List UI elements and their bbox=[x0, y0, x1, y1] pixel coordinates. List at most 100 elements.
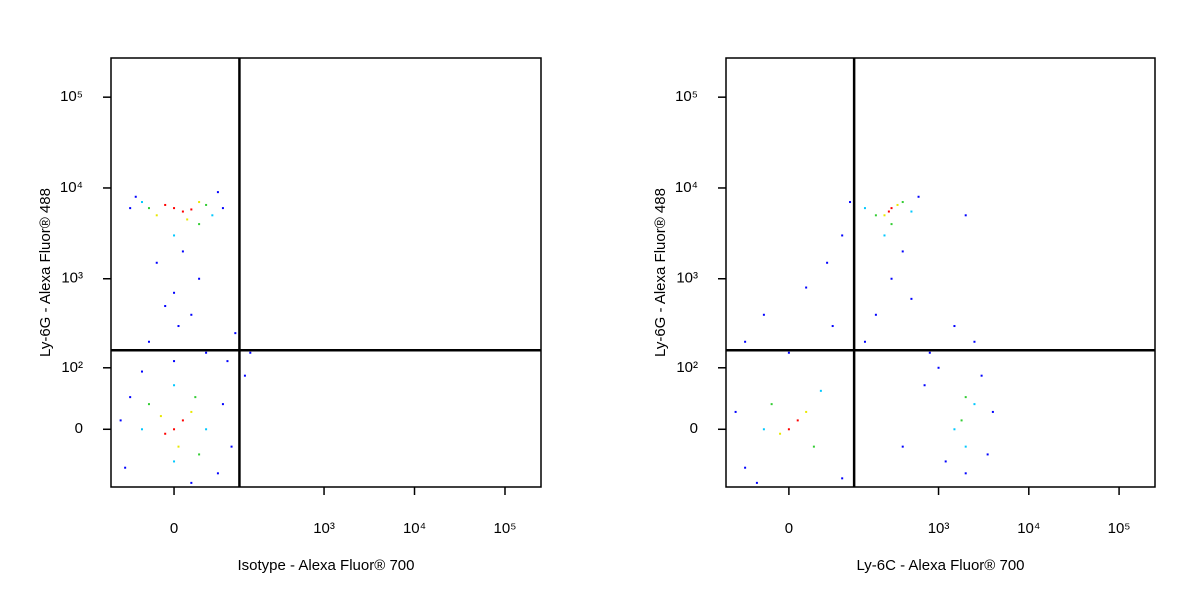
dot bbox=[147, 403, 150, 406]
dot bbox=[863, 207, 866, 210]
dot bbox=[973, 403, 976, 406]
y-tick-label: 10³ bbox=[676, 270, 698, 287]
dot bbox=[980, 374, 983, 377]
y-tick-label: 10⁴ bbox=[60, 179, 83, 196]
dot bbox=[744, 340, 747, 343]
dot bbox=[221, 207, 224, 210]
dot bbox=[779, 432, 782, 435]
dot bbox=[226, 360, 229, 363]
dot bbox=[755, 481, 758, 484]
x-tick-label: 10⁵ bbox=[494, 520, 517, 537]
dot bbox=[181, 419, 184, 422]
dot bbox=[812, 445, 815, 448]
y-tick-label: 10² bbox=[676, 359, 698, 376]
dot bbox=[198, 277, 201, 280]
dot bbox=[119, 419, 122, 422]
dot bbox=[186, 218, 189, 221]
x-tick-label: 10⁴ bbox=[403, 520, 426, 537]
x-tick-label: 10⁴ bbox=[1017, 520, 1040, 537]
dot bbox=[216, 472, 219, 475]
dot bbox=[964, 214, 967, 217]
dot bbox=[901, 445, 904, 448]
x-axis-label: Ly-6C - Alexa Fluor® 700 bbox=[856, 557, 1024, 574]
dot bbox=[147, 207, 150, 210]
x-tick-label: 10³ bbox=[928, 520, 950, 537]
dot bbox=[986, 453, 989, 456]
dot bbox=[901, 201, 904, 204]
dot bbox=[205, 351, 208, 354]
dot bbox=[198, 223, 201, 226]
dot bbox=[205, 428, 208, 431]
dot bbox=[910, 297, 913, 300]
y-axis-label: Ly-6G - Alexa Fluor® 488 bbox=[652, 188, 669, 357]
dot bbox=[173, 291, 176, 294]
dot bbox=[917, 195, 920, 198]
dot bbox=[841, 477, 844, 480]
dot bbox=[140, 201, 143, 204]
dot bbox=[831, 325, 834, 328]
dot bbox=[863, 340, 866, 343]
dot bbox=[173, 360, 176, 363]
dot bbox=[234, 332, 237, 335]
plot-frame bbox=[110, 57, 542, 488]
dot bbox=[953, 428, 956, 431]
y-tick-label: 0 bbox=[690, 420, 698, 437]
dot bbox=[762, 313, 765, 316]
dot bbox=[129, 396, 132, 399]
dot bbox=[890, 223, 893, 226]
dot bbox=[177, 445, 180, 448]
x-tick-label: 0 bbox=[170, 520, 178, 537]
y-tick-label: 10³ bbox=[61, 270, 83, 287]
dot bbox=[896, 203, 899, 206]
dot bbox=[124, 466, 127, 469]
dot bbox=[190, 410, 193, 413]
dot bbox=[762, 428, 765, 431]
dot bbox=[787, 428, 790, 431]
dot bbox=[991, 410, 994, 413]
dot bbox=[173, 384, 176, 387]
y-tick-label: 10⁵ bbox=[60, 88, 83, 105]
dot bbox=[964, 396, 967, 399]
y-tick-label: 10⁵ bbox=[675, 88, 698, 105]
dot bbox=[849, 201, 852, 204]
dot bbox=[205, 203, 208, 206]
dot bbox=[890, 277, 893, 280]
dot bbox=[211, 214, 214, 217]
dot bbox=[953, 325, 956, 328]
dot bbox=[198, 453, 201, 456]
dot bbox=[181, 210, 184, 213]
dot bbox=[173, 428, 176, 431]
dot bbox=[159, 415, 162, 418]
dot bbox=[164, 432, 167, 435]
dot bbox=[874, 214, 877, 217]
dot bbox=[826, 261, 829, 264]
dot bbox=[770, 403, 773, 406]
dot bbox=[819, 389, 822, 392]
plot-frame bbox=[725, 57, 1156, 488]
dot bbox=[964, 445, 967, 448]
dot bbox=[787, 351, 790, 354]
x-tick-label: 10⁵ bbox=[1108, 520, 1131, 537]
dot bbox=[230, 445, 233, 448]
dot bbox=[734, 410, 737, 413]
dot bbox=[147, 340, 150, 343]
dot bbox=[198, 201, 201, 204]
dot bbox=[874, 313, 877, 316]
dot bbox=[883, 214, 886, 217]
dot bbox=[796, 419, 799, 422]
dot bbox=[140, 370, 143, 373]
dot bbox=[960, 419, 963, 422]
dot bbox=[805, 286, 808, 289]
y-tick-label: 10² bbox=[61, 359, 83, 376]
dot bbox=[173, 207, 176, 210]
dot bbox=[129, 207, 132, 210]
dot bbox=[173, 460, 176, 463]
dot bbox=[155, 261, 158, 264]
dot bbox=[883, 234, 886, 237]
dot bbox=[134, 195, 137, 198]
dot bbox=[937, 366, 940, 369]
dot bbox=[164, 203, 167, 206]
dot bbox=[890, 207, 893, 210]
dot bbox=[964, 472, 967, 475]
